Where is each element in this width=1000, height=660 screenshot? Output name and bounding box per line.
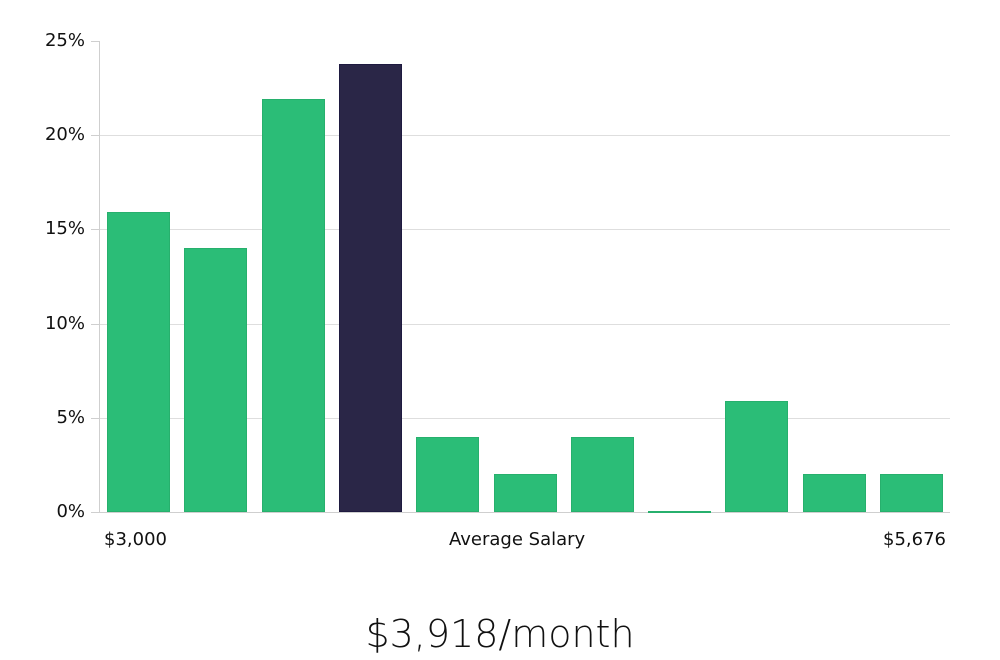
y-tick-label: 20% [44, 124, 85, 146]
y-axis-line [99, 41, 100, 513]
bar [648, 510, 712, 513]
y-tick-label: 10% [44, 312, 85, 334]
bar-highlighted [338, 63, 402, 512]
x-axis-min-label: $3,000 [104, 529, 167, 550]
y-tick-mark [91, 417, 99, 419]
grid-line [99, 229, 950, 231]
bar [725, 400, 789, 512]
bar [493, 474, 557, 512]
bar [570, 436, 634, 512]
bar [107, 212, 170, 512]
y-tick-mark [91, 41, 99, 42]
y-tick-mark [91, 229, 99, 231]
y-tick-label: 15% [44, 218, 85, 240]
grid-line [99, 417, 950, 419]
y-tick-label: 0% [56, 501, 85, 522]
x-axis-line [99, 512, 950, 513]
x-axis-title: Average Salary [449, 529, 586, 550]
average-salary-summary: $3,918/month [365, 612, 635, 656]
bar [802, 474, 866, 512]
y-tick-mark [91, 135, 99, 137]
bar [880, 474, 943, 512]
y-tick-mark [91, 323, 99, 325]
bar [261, 99, 325, 512]
grid-line [99, 135, 950, 137]
bar [184, 248, 248, 512]
salary-histogram: 0% 5% 10% 15% 20% 25% $3,000 Average Salary $… [44, 30, 950, 550]
grid-line [99, 323, 950, 325]
bar [416, 436, 480, 512]
y-tick-label: 25% [44, 30, 85, 51]
y-tick-label: 5% [56, 406, 85, 428]
x-axis-max-label: $5,676 [883, 529, 946, 550]
y-tick-mark [91, 512, 99, 513]
